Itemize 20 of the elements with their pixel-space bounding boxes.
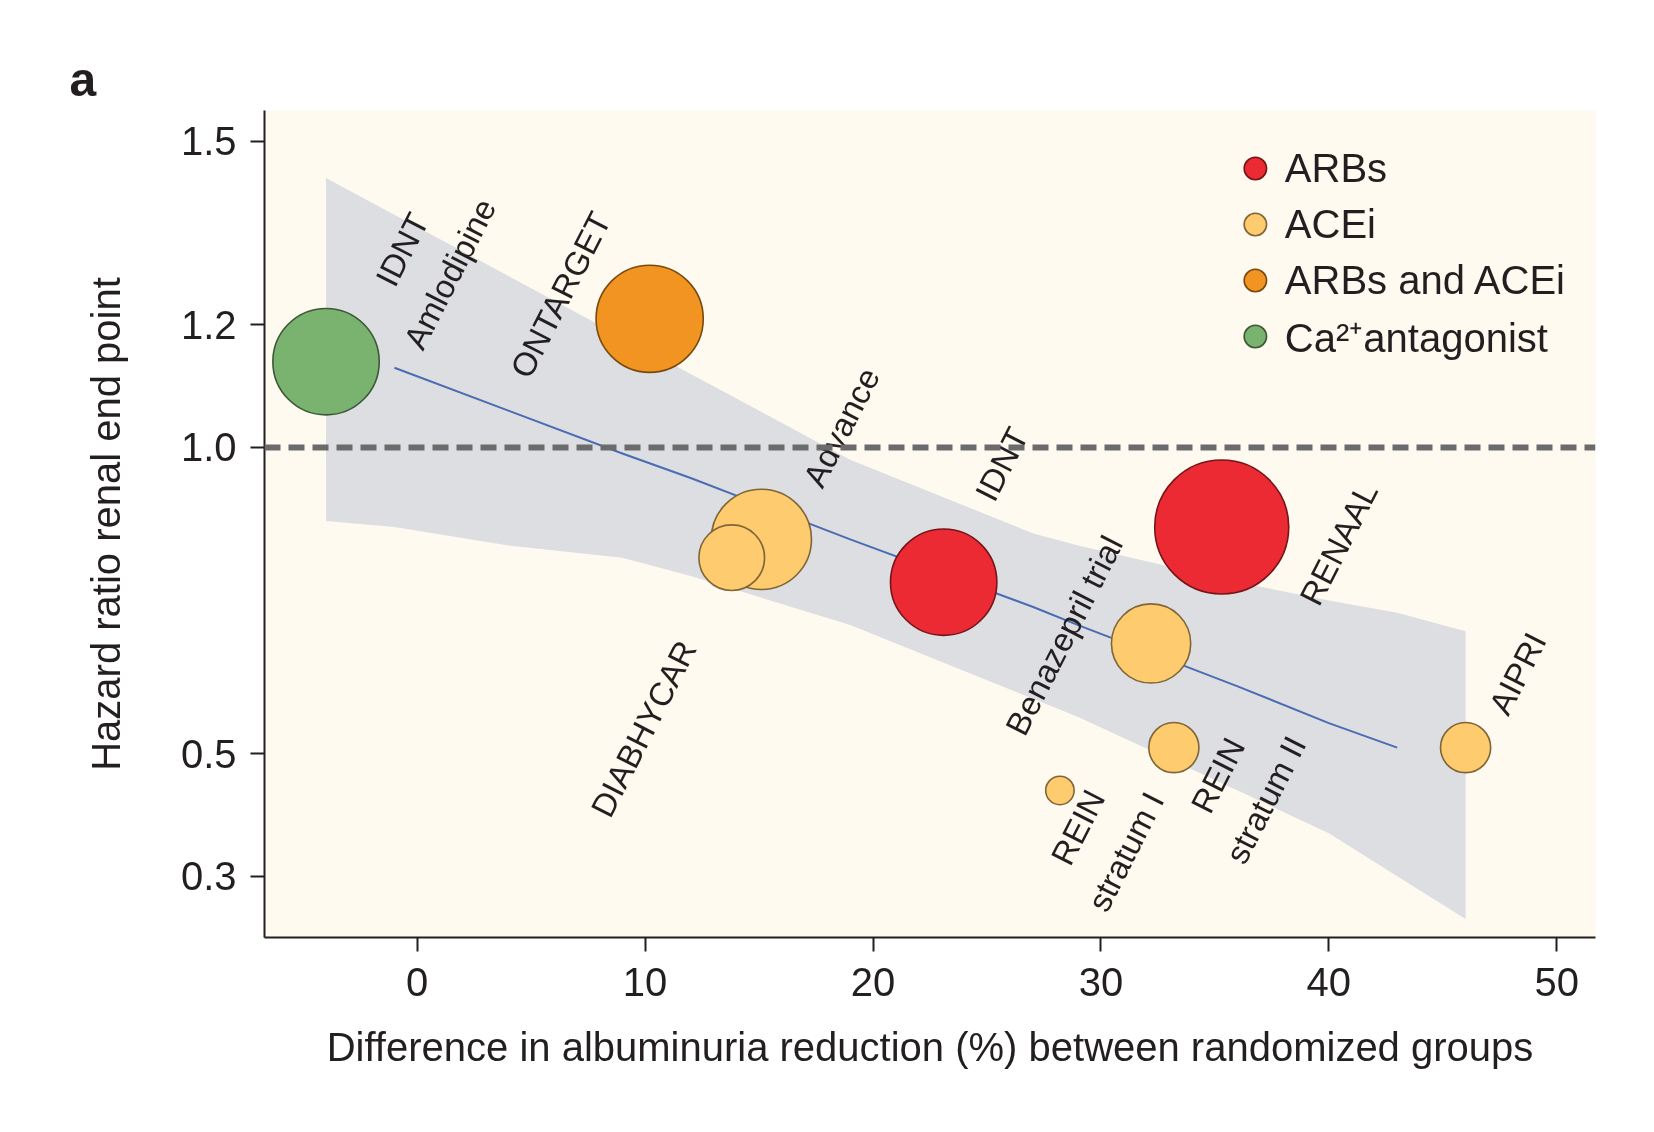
legend-label: Ca²⁺antagonist — [1284, 314, 1548, 362]
x-tick-label: 40 — [1306, 959, 1352, 1004]
x-tick-label: 20 — [850, 959, 896, 1004]
y-axis-title: Hazard ratio renal end point — [83, 277, 128, 771]
x-tick-label: 0 — [406, 959, 429, 1004]
x-tick-label: 50 — [1534, 959, 1580, 1004]
y-tick-label: 1.2 — [180, 302, 237, 347]
x-tick-label: 30 — [1078, 959, 1124, 1004]
y-tick-label: 1.5 — [180, 119, 237, 164]
legend-label: ACEi — [1284, 200, 1376, 248]
legend-label: ARBs and ACEi — [1284, 256, 1565, 304]
legend-label: ARBs — [1284, 144, 1388, 192]
x-tick-label: 10 — [622, 959, 668, 1004]
y-tick-label: 1.0 — [180, 425, 237, 470]
chart-title: a — [69, 52, 97, 106]
annotation: AIPRI — [1481, 626, 1554, 721]
annotation: IDNT — [967, 421, 1036, 507]
y-tick-label: 0.3 — [180, 854, 237, 899]
x-axis-title: Difference in albuminuria reduction (%) between randomized groups — [326, 1024, 1534, 1069]
y-tick-label: 0.5 — [180, 731, 237, 776]
